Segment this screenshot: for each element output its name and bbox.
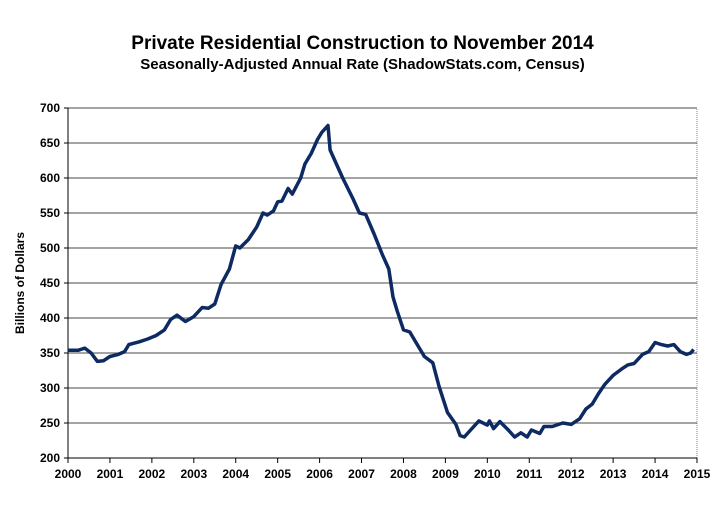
- y-tick-label: 300: [40, 381, 60, 395]
- x-tick-label: 2014: [642, 467, 669, 481]
- x-tick-label: 2003: [180, 467, 207, 481]
- x-tick-label: 2007: [348, 467, 375, 481]
- chart-title: Private Residential Construction to Nove…: [131, 33, 594, 54]
- x-tick-label: 2015: [684, 467, 711, 481]
- y-tick-label: 200: [40, 451, 60, 465]
- x-tick-label: 2012: [558, 467, 585, 481]
- y-tick-label: 500: [40, 241, 60, 255]
- x-tick-label: 2008: [390, 467, 417, 481]
- x-tick-label: 2001: [97, 467, 124, 481]
- series-line: [68, 123, 695, 439]
- x-tick-label: 2005: [264, 467, 291, 481]
- y-tick-label: 600: [40, 171, 60, 185]
- x-tick-label: 2000: [55, 467, 82, 481]
- x-tick-label: 2010: [474, 467, 501, 481]
- x-tick-label: 2013: [600, 467, 627, 481]
- y-tick-label: 550: [40, 206, 60, 220]
- x-tick-label: 2009: [432, 467, 459, 481]
- x-tick-label: 2006: [306, 467, 333, 481]
- y-tick-label: 350: [40, 346, 60, 360]
- x-tick-label: 2004: [222, 467, 249, 481]
- y-tick-label: 700: [40, 101, 60, 115]
- y-tick-label: 250: [40, 416, 60, 430]
- y-tick-label: 650: [40, 136, 60, 150]
- x-tick-label: 2011: [516, 467, 542, 481]
- y-tick-label: 450: [40, 276, 60, 290]
- y-tick-label: 400: [40, 311, 60, 325]
- chart-subtitle: Seasonally-Adjusted Annual Rate (ShadowS…: [140, 56, 585, 73]
- y-axis-label: Billions of Dollars: [13, 232, 27, 334]
- x-tick-label: 2002: [139, 467, 166, 481]
